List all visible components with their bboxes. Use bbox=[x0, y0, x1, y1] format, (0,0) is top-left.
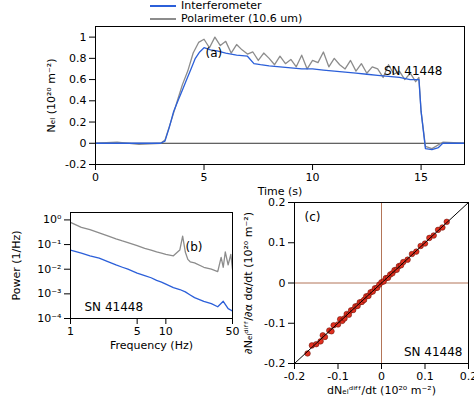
svg-text:(c): (c) bbox=[305, 210, 321, 224]
svg-text:5: 5 bbox=[134, 325, 141, 338]
svg-text:Time (s): Time (s) bbox=[257, 184, 303, 198]
svg-text:dNₑₗᵈⁱᶠᶠ/dt (10²⁰ m⁻²): dNₑₗᵈⁱᶠᶠ/dt (10²⁰ m⁻²) bbox=[327, 384, 436, 397]
svg-text:-0.2: -0.2 bbox=[264, 357, 285, 370]
svg-text:∂Nₑₗᵈⁱᶠᶠ/∂α dα/dt (10²⁰ m⁻²): ∂Nₑₗᵈⁱᶠᶠ/∂α dα/dt (10²⁰ m⁻²) bbox=[242, 212, 255, 354]
html-text:Polarimeter (10.6 um): Polarimeter (10.6 um) bbox=[181, 12, 303, 25]
svg-text:-0.2: -0.2 bbox=[65, 158, 86, 171]
svg-text:0.1: 0.1 bbox=[416, 370, 434, 383]
svg-text:10⁻⁴: 10⁻⁴ bbox=[37, 312, 62, 325]
svg-text:10: 10 bbox=[306, 171, 320, 184]
svg-text:(a): (a) bbox=[206, 46, 223, 60]
svg-text:Nₑₗ (10²⁰ m⁻²): Nₑₗ (10²⁰ m⁻²) bbox=[45, 59, 58, 133]
svg-text:SN 41448: SN 41448 bbox=[85, 300, 144, 314]
svg-text:0: 0 bbox=[80, 137, 87, 150]
svg-text:10⁻¹: 10⁻¹ bbox=[37, 238, 61, 251]
svg-text:0.2: 0.2 bbox=[268, 196, 286, 209]
svg-text:1: 1 bbox=[67, 325, 74, 338]
svg-text:-0.1: -0.1 bbox=[327, 370, 348, 383]
svg-text:-0.2: -0.2 bbox=[284, 370, 305, 383]
svg-text:0.2: 0.2 bbox=[69, 116, 87, 129]
svg-text:(b): (b) bbox=[186, 240, 203, 254]
svg-text:0.6: 0.6 bbox=[69, 73, 87, 86]
svg-text:SN 41448: SN 41448 bbox=[384, 64, 443, 78]
svg-text:0.4: 0.4 bbox=[69, 94, 87, 107]
svg-text:Frequency (Hz): Frequency (Hz) bbox=[110, 339, 193, 352]
svg-text:Power (1/Hz): Power (1/Hz) bbox=[10, 230, 23, 300]
svg-text:0: 0 bbox=[92, 171, 99, 184]
svg-text:0.2: 0.2 bbox=[460, 370, 474, 383]
html-text:Interferometer: Interferometer bbox=[181, 0, 262, 12]
svg-text:0.1: 0.1 bbox=[268, 236, 286, 249]
svg-text:-0.1: -0.1 bbox=[264, 317, 285, 330]
svg-text:SN 41448: SN 41448 bbox=[404, 345, 463, 359]
svg-text:10⁻³: 10⁻³ bbox=[37, 287, 61, 300]
svg-text:5: 5 bbox=[201, 171, 208, 184]
svg-text:10: 10 bbox=[159, 325, 173, 338]
svg-text:15: 15 bbox=[414, 171, 428, 184]
svg-text:0: 0 bbox=[378, 370, 385, 383]
svg-text:50: 50 bbox=[226, 325, 240, 338]
svg-text:10⁻²: 10⁻² bbox=[37, 263, 61, 276]
svg-text:10⁰: 10⁰ bbox=[43, 213, 62, 226]
svg-text:0.8: 0.8 bbox=[69, 52, 87, 65]
svg-text:1: 1 bbox=[80, 31, 87, 44]
svg-text:0: 0 bbox=[279, 277, 286, 290]
